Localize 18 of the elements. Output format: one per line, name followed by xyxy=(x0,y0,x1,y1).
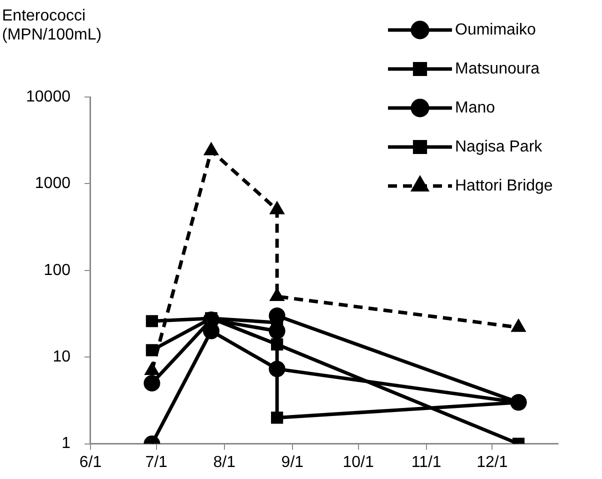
y-tick-label: 1000 xyxy=(34,175,71,192)
y-tick-label: 100 xyxy=(44,262,71,279)
y-tick-label: 10000 xyxy=(26,88,71,106)
legend-label: Nagisa Park xyxy=(455,138,544,156)
legend-label: Oumimaiko xyxy=(455,21,536,38)
x-tick-label: 9/1 xyxy=(281,454,304,471)
x-tick-label: 8/1 xyxy=(213,454,236,471)
x-tick-label: 11/1 xyxy=(411,454,442,471)
legend-label: Matsunoura xyxy=(455,60,540,78)
y-tick-label: 10 xyxy=(52,348,71,366)
legend-label: Hattori Bridge xyxy=(455,177,553,194)
x-tick-label: 7/1 xyxy=(145,454,168,471)
x-tick-label: 10/1 xyxy=(342,454,374,471)
x-tick-label: 6/1 xyxy=(79,454,102,471)
legend-label: Mano xyxy=(455,99,496,116)
x-tick-label: 12/1 xyxy=(476,454,508,471)
y-tick-label: 1 xyxy=(62,435,71,452)
y-axis-title: Enterococci (MPN/100mL) xyxy=(2,7,102,44)
